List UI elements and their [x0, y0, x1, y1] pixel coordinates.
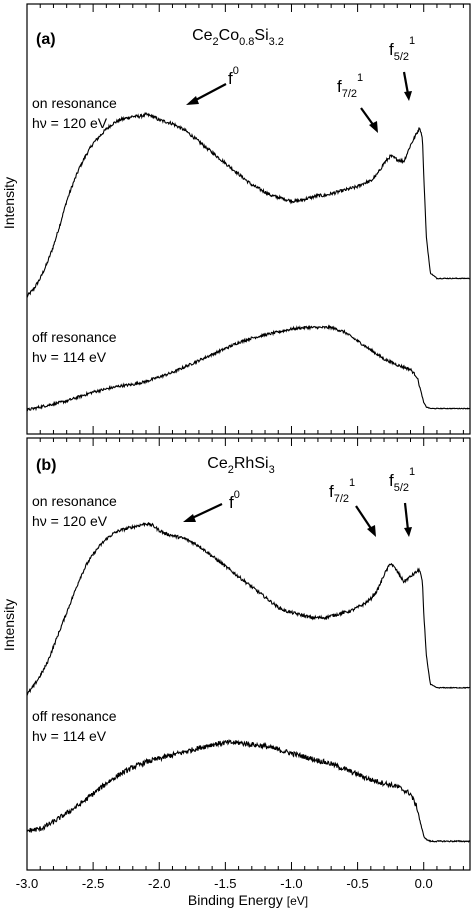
- panel-a-f52-arrow: [402, 71, 410, 95]
- panel-b-f0-main: f: [229, 493, 234, 512]
- panel-b-off-label-2: hν = 114 eV: [32, 728, 107, 744]
- panel-a-f72-main: f: [337, 77, 342, 96]
- panel-a-off-label-1: off resonance: [32, 329, 117, 345]
- panel-b-f52-main: f: [389, 471, 394, 490]
- panel-b-top-ticks: [26, 438, 464, 446]
- panel-b-f72-main: f: [329, 482, 334, 501]
- panel-a-title: Ce2Co0.8Si3.2: [192, 27, 284, 48]
- panel-b-f52-arrow: [403, 502, 410, 531]
- panel-b-label: (b): [36, 457, 56, 474]
- panel-a-title-sub2: 0.8: [239, 36, 254, 48]
- panel-a-title-el1: Ce: [192, 27, 213, 44]
- panel-b-ylabel: Intensity: [1, 599, 17, 651]
- panel-b-title-sub1: 2: [228, 464, 234, 476]
- panel-b-f52-arrowhead: [404, 527, 412, 537]
- panel-a-on-resonance-line: [26, 111, 470, 298]
- panel-b-f52-sup: 1: [409, 466, 415, 478]
- panel-b-f0-label: f0: [229, 489, 240, 512]
- panel-a-f0-arrowhead: [186, 96, 199, 105]
- panel-b-frame: [26, 437, 471, 871]
- panel-b-off-label-1: off resonance: [32, 708, 117, 724]
- panel-a-label: (a): [36, 31, 56, 48]
- panel-a-f52-label: f5/21: [389, 35, 415, 63]
- panel-a-title-el3: Si: [254, 27, 268, 44]
- panel-b-f72-sup: 1: [349, 477, 355, 489]
- panel-a-f0-arrow: [191, 83, 227, 103]
- x-axis-label-main: Binding Energy: [188, 892, 287, 908]
- panel-b-f52-label: f5/21: [389, 466, 415, 494]
- panel-a-f72-arrowhead: [369, 121, 378, 133]
- panel-a-f72-sup: 1: [357, 72, 363, 84]
- panel-a-on-label-2: hν = 120 eV: [32, 115, 108, 131]
- panel-b-f72-label: f7/21: [329, 477, 355, 505]
- panel-a-f0-main: f: [228, 69, 233, 88]
- x-tick-label: -1.5: [214, 876, 236, 891]
- panel-b-f0-arrow: [189, 503, 223, 520]
- panel-a: (a) Ce2Co0.8Si3.2 Intensity on resonance…: [1, 3, 471, 435]
- panel-a-frame: [26, 3, 471, 435]
- panel-a-off-resonance-line: [26, 324, 470, 412]
- panel-a-off-label-2: hν = 114 eV: [32, 349, 107, 365]
- panel-b-title: Ce2RhSi3: [207, 455, 274, 476]
- panel-a-title-el2: Co: [219, 27, 240, 44]
- panel-a-on-label-1: on resonance: [32, 95, 117, 111]
- panel-b-on-resonance-line: [26, 521, 470, 696]
- x-axis-label-unit: [eV]: [287, 894, 308, 908]
- panel-a-ylabel: Intensity: [1, 177, 17, 229]
- panel-b-on-label-1: on resonance: [32, 493, 117, 509]
- panel-b-title-el1: Ce: [207, 455, 228, 472]
- panel-b-f0-sup: 0: [234, 489, 240, 501]
- panel-b-f0-arrowhead: [183, 514, 196, 522]
- x-tick-label: -2.5: [82, 876, 104, 891]
- x-tick-label: -2.0: [148, 876, 170, 891]
- panel-a-title-sub1: 2: [213, 36, 219, 48]
- panel-b-title-el2: RhSi: [234, 455, 269, 472]
- panel-a-f52-sup: 1: [409, 35, 415, 47]
- panel-a-f72-arrow: [360, 107, 375, 127]
- panel-b-f52-sub: 5/2: [394, 482, 409, 494]
- panel-a-f72-sub: 7/2: [342, 88, 357, 100]
- panel-a-f52-main: f: [389, 40, 394, 59]
- x-tick-labels: -3.0 -2.5 -2.0 -1.5 -1.0 -0.5 0.0: [16, 876, 433, 891]
- panel-a-f52-sub: 5/2: [394, 51, 409, 63]
- panel-a-f72-label: f7/21: [337, 72, 363, 100]
- x-tick-label: -1.0: [280, 876, 302, 891]
- panel-a-bottom-ticks: [26, 426, 464, 434]
- panel-b-title-sub2: 3: [269, 464, 275, 476]
- x-tick-label: -3.0: [16, 876, 38, 891]
- panel-b: (b) Ce2RhSi3 Intensity on resonance hν =…: [1, 437, 471, 871]
- panel-b-bottom-ticks: [26, 862, 464, 870]
- panel-b-f72-arrow: [355, 505, 373, 531]
- x-tick-label: -0.5: [346, 876, 368, 891]
- panel-a-title-sub3: 3.2: [269, 36, 284, 48]
- panel-a-f0-label: f0: [228, 65, 239, 88]
- panel-b-off-resonance-line: [26, 738, 470, 843]
- x-tick-label: 0.0: [415, 876, 433, 891]
- panel-a-f0-sup: 0: [233, 65, 239, 77]
- panel-a-top-ticks: [26, 4, 464, 12]
- panel-b-f72-sub: 7/2: [334, 493, 349, 505]
- panel-b-f72-arrowhead: [367, 525, 376, 537]
- x-axis-label: Binding Energy [eV]: [188, 892, 308, 908]
- panel-a-f52-arrowhead: [404, 91, 412, 101]
- panel-b-on-label-2: hν = 120 eV: [32, 513, 108, 529]
